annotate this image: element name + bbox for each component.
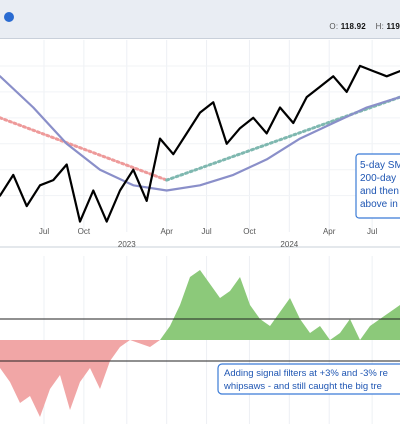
x-tick-label: 2024 — [280, 240, 298, 249]
price-pane-bg — [0, 40, 400, 246]
x-tick-label: Oct — [243, 227, 256, 236]
sma-200-line — [0, 75, 400, 192]
price-annotation-text: 5-day SM — [360, 160, 400, 171]
x-tick-label: Oct — [78, 227, 91, 236]
x-tick-label: Apr — [160, 227, 173, 236]
indicator-negative-area — [0, 340, 400, 417]
high-value: 119 — [386, 22, 400, 31]
indicator-annotation-line2: whipsaws - and still caught the big tre — [223, 381, 382, 392]
ohlc-readout: O: 118.92 H: 119 — [329, 22, 400, 31]
price-annotation-text: and then — [360, 186, 399, 197]
indicator-annotation-line1: Adding signal filters at +3% and -3% re — [224, 368, 388, 379]
price-annotation-text: above in — [360, 199, 398, 210]
price-annotation-box — [355, 153, 400, 219]
open-value: 118.92 — [340, 22, 366, 31]
price-annotation-text: 200-day — [360, 173, 396, 184]
chart-header: O: 118.92 H: 119 — [0, 0, 400, 39]
indicator-positive-area — [0, 270, 400, 340]
price-line — [0, 64, 400, 223]
x-tick-label: Apr — [323, 227, 336, 236]
x-tick-label: 2023 — [118, 240, 136, 249]
x-tick-label: Jul — [201, 227, 211, 236]
indicator-annotation-box — [217, 363, 400, 395]
x-tick-label: Jul — [367, 227, 377, 236]
open-label: O: — [329, 22, 339, 31]
high-label: H: — [375, 22, 385, 31]
x-tick-label: Jul — [39, 227, 49, 236]
symbol-icon — [4, 12, 14, 22]
trendline-down — [0, 116, 169, 182]
